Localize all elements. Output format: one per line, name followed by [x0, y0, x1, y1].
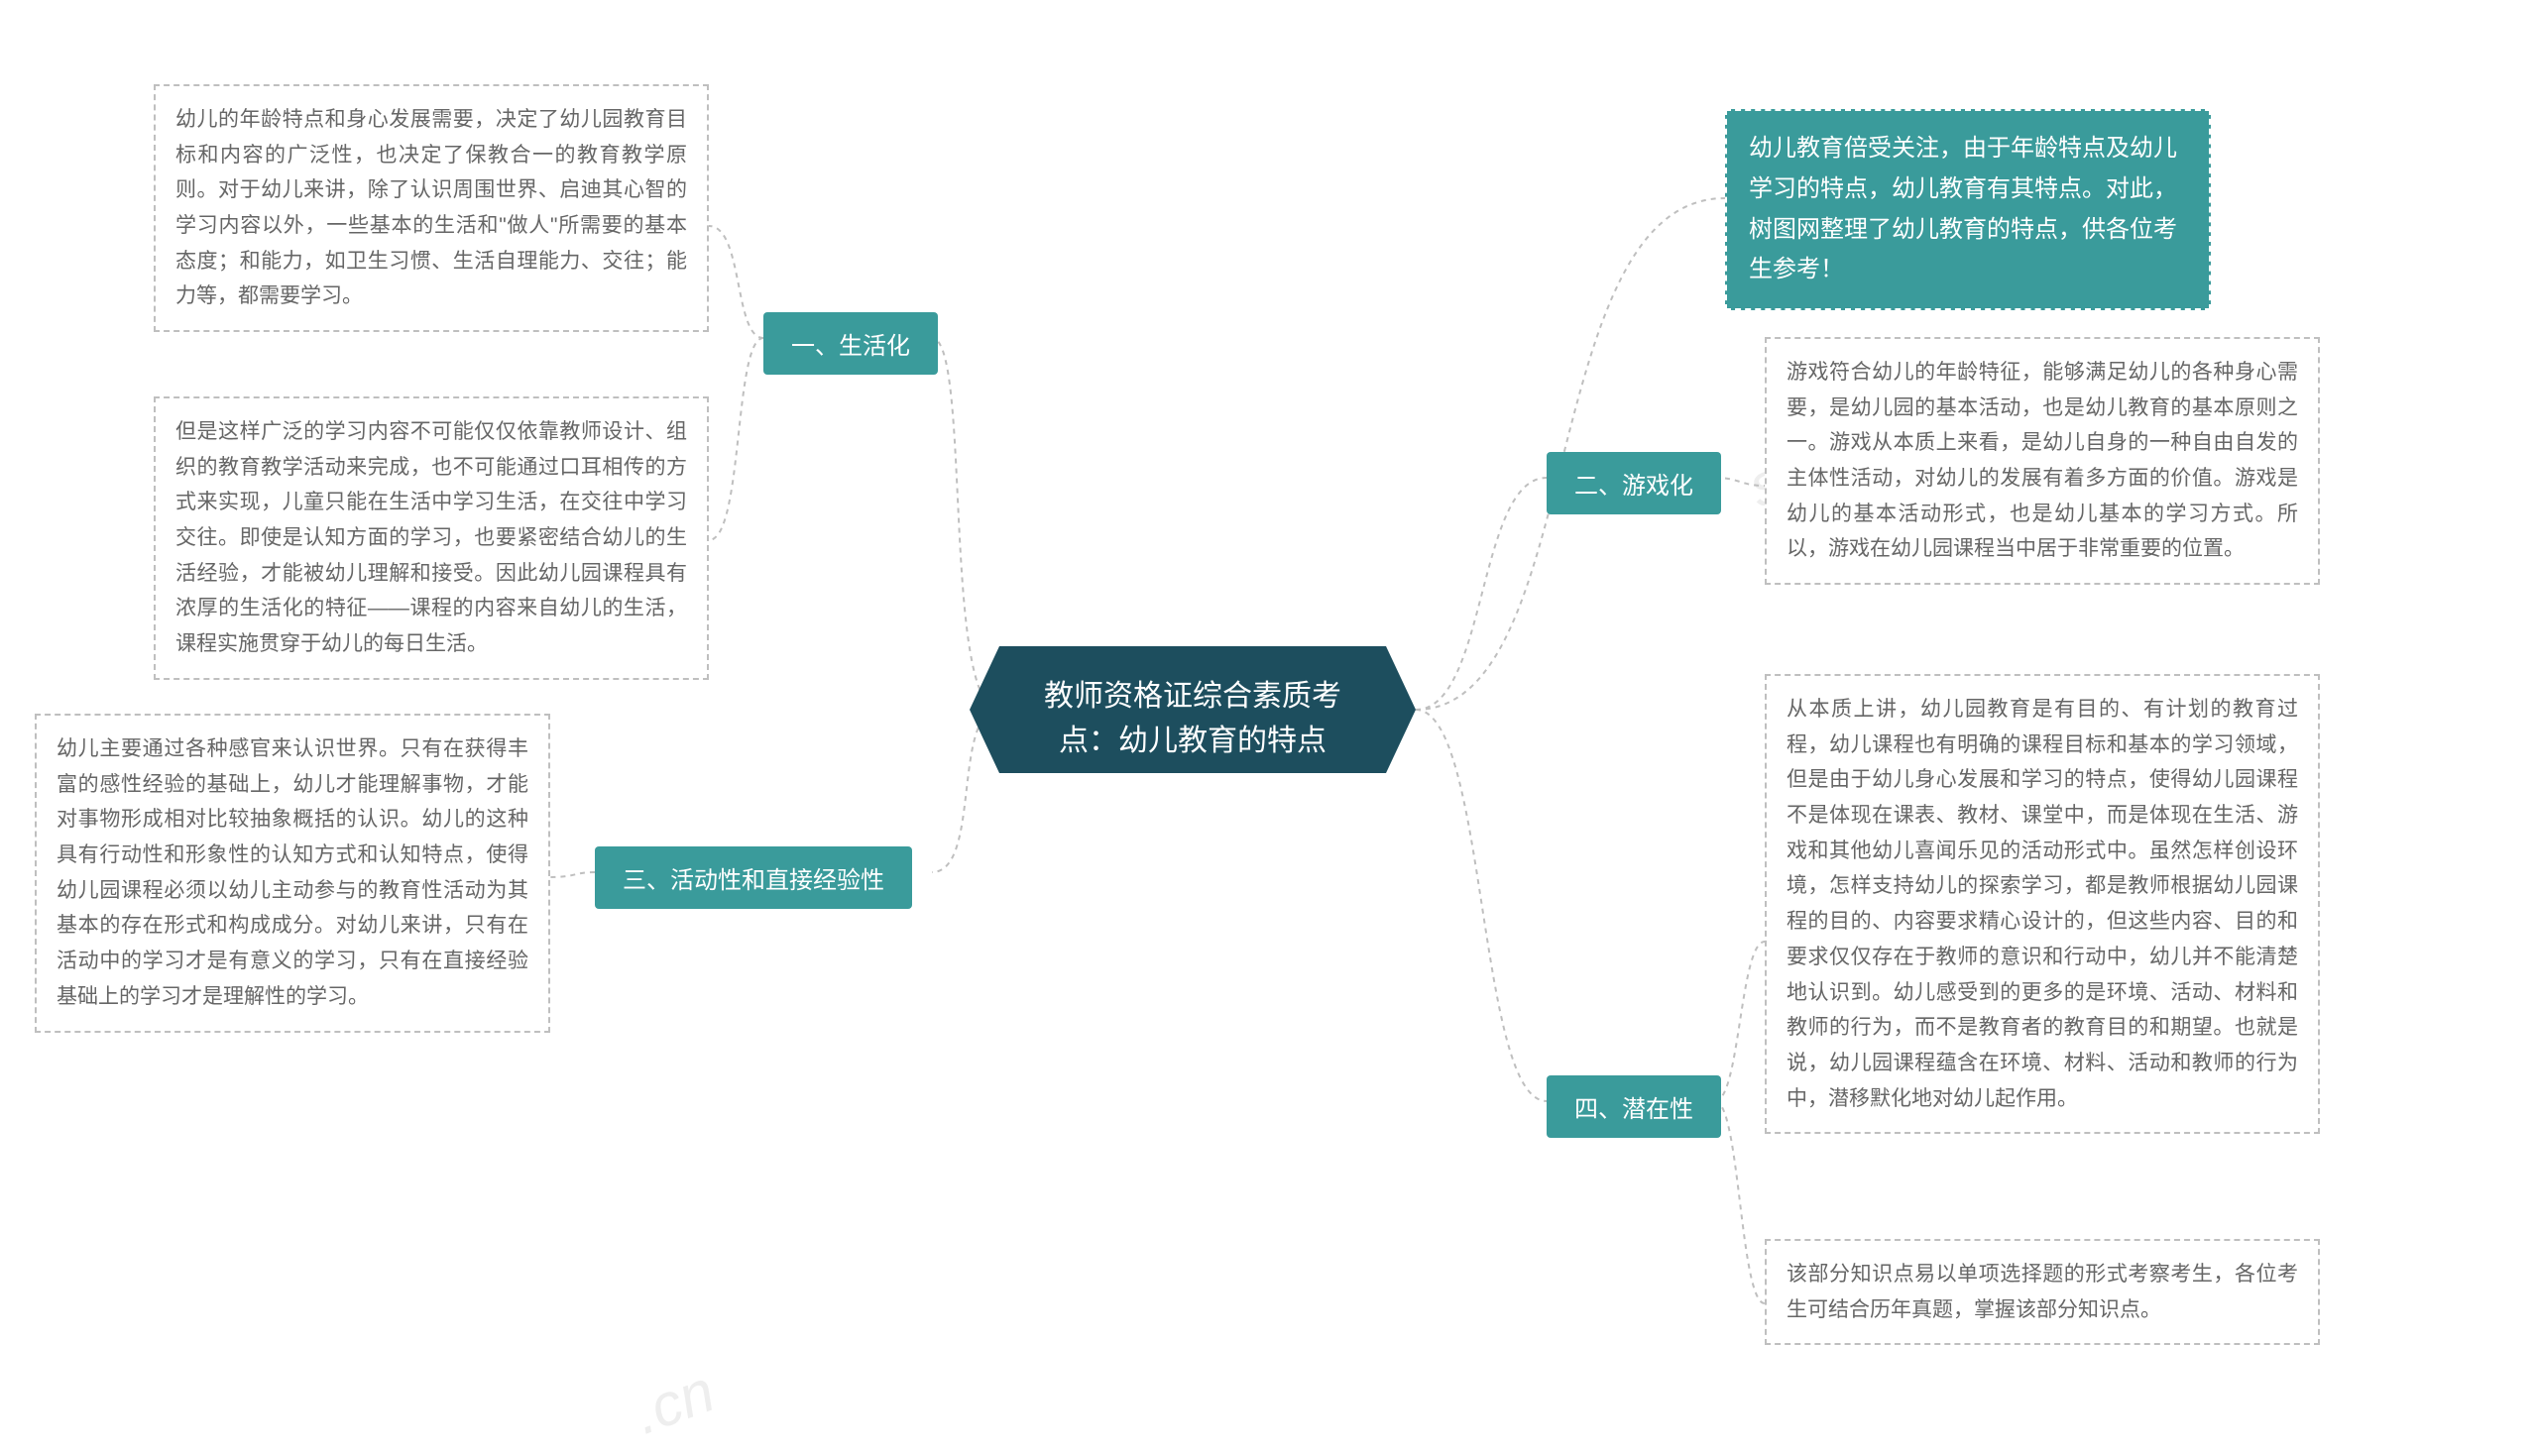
branch-3[interactable]: 三、活动性和直接经验性 — [595, 846, 912, 909]
edge — [1416, 478, 1547, 710]
watermark: .cn — [626, 1356, 724, 1447]
leaf-4-0[interactable]: 从本质上讲，幼儿园教育是有目的、有计划的教育过程，幼儿课程也有明确的课程目标和基… — [1765, 674, 2320, 1134]
leaf-3-0[interactable]: 幼儿主要通过各种感官来认识世界。只有在获得丰富的感性经验的基础上，幼儿才能理解事… — [35, 714, 550, 1033]
edge — [550, 872, 595, 877]
center-topic[interactable]: 教师资格证综合素质考点：幼儿教育的特点 — [999, 646, 1386, 773]
edge — [1715, 478, 1765, 486]
edge — [1715, 1101, 1765, 1303]
edge — [1416, 710, 1547, 1101]
mindmap-canvas: shutu.cn .cn shutu.cn 教师资格证综合素质考点：幼儿教育的特… — [0, 0, 2538, 1456]
edge — [709, 226, 763, 338]
leaf-4-1[interactable]: 该部分知识点易以单项选择题的形式考察考生，各位考生可结合历年真题，掌握该部分知识… — [1765, 1239, 2320, 1345]
leaf-1-0[interactable]: 幼儿的年龄特点和身心发展需要，决定了幼儿园教育目标和内容的广泛性，也决定了保教合… — [154, 84, 709, 332]
branch-2[interactable]: 二、游戏化 — [1547, 452, 1721, 514]
branch-4[interactable]: 四、潜在性 — [1547, 1075, 1721, 1138]
intro-box[interactable]: 幼儿教育倍受关注，由于年龄特点及幼儿学习的特点，幼儿教育有其特点。对此，树图网整… — [1725, 109, 2211, 310]
leaf-1-1[interactable]: 但是这样广泛的学习内容不可能仅仅依靠教师设计、组织的教育教学活动来完成，也不可能… — [154, 396, 709, 680]
edge — [709, 338, 763, 540]
branch-1[interactable]: 一、生活化 — [763, 312, 938, 375]
leaf-2-0[interactable]: 游戏符合幼儿的年龄特征，能够满足幼儿的各种身心需要，是幼儿园的基本活动，也是幼儿… — [1765, 337, 2320, 585]
edge — [1715, 942, 1765, 1101]
